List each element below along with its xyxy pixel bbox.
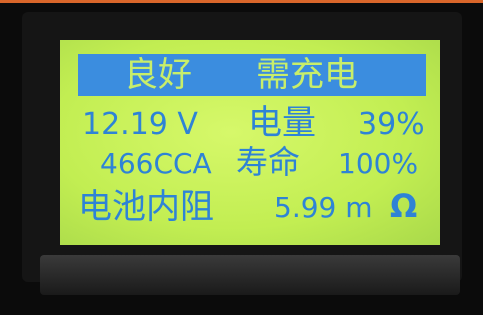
- frame-edge: [0, 0, 483, 3]
- lcd-screen: 良好 需充电 12.19 V 电量 39% 466CCA 寿命 100% 电池内…: [60, 40, 440, 245]
- status-left: 良好: [124, 58, 192, 92]
- charge-label: 电量: [248, 106, 316, 140]
- voltage: 12.19 V: [82, 110, 198, 140]
- device-base: [40, 255, 460, 295]
- cca: 466CCA: [100, 150, 212, 178]
- life-value: 100%: [338, 150, 418, 178]
- charge-value: 39%: [358, 110, 425, 140]
- resistance-label: 电池内阻: [78, 190, 214, 224]
- resistance-unit: Ω: [390, 190, 417, 222]
- status-right: 需充电: [256, 58, 358, 92]
- page: 良好 需充电 12.19 V 电量 39% 466CCA 寿命 100% 电池内…: [0, 0, 483, 315]
- resistance-value: 5.99 m: [274, 194, 373, 222]
- life-label: 寿命: [236, 146, 300, 178]
